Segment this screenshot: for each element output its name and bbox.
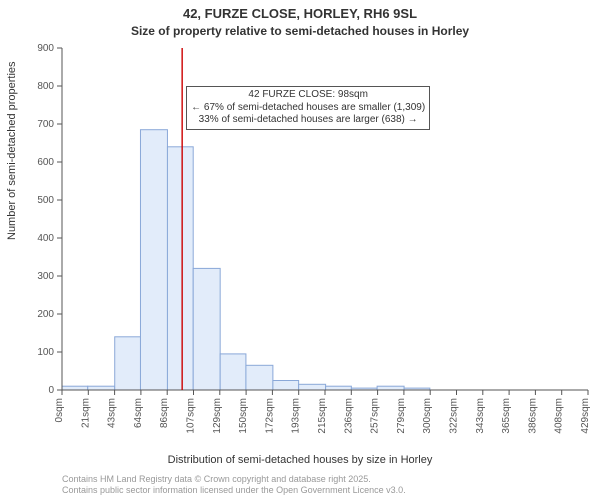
footnote-line-2: Contains public sector information licen… [62, 485, 406, 496]
svg-text:129sqm: 129sqm [212, 398, 223, 434]
reference-callout: 42 FURZE CLOSE: 98sqm ← 67% of semi-deta… [186, 86, 430, 130]
svg-text:343sqm: 343sqm [475, 398, 486, 434]
svg-text:429sqm: 429sqm [580, 398, 591, 434]
svg-text:600: 600 [37, 157, 54, 168]
svg-text:800: 800 [37, 81, 54, 92]
svg-text:21sqm: 21sqm [80, 398, 91, 428]
x-axis-label: Distribution of semi-detached houses by … [0, 454, 600, 466]
svg-text:279sqm: 279sqm [396, 398, 407, 434]
callout-line-title: 42 FURZE CLOSE: 98sqm [191, 89, 425, 102]
callout-line-larger: 33% of semi-detached houses are larger (… [191, 114, 425, 127]
svg-text:193sqm: 193sqm [291, 398, 302, 434]
callout-line-smaller: ← 67% of semi-detached houses are smalle… [191, 102, 425, 115]
svg-text:150sqm: 150sqm [238, 398, 249, 434]
svg-text:408sqm: 408sqm [554, 398, 565, 434]
svg-text:43sqm: 43sqm [107, 398, 118, 428]
svg-text:86sqm: 86sqm [159, 398, 170, 428]
svg-text:300sqm: 300sqm [422, 398, 433, 434]
svg-text:172sqm: 172sqm [264, 398, 275, 434]
svg-text:400: 400 [37, 233, 54, 244]
footnote-line-1: Contains HM Land Registry data © Crown c… [62, 474, 406, 485]
svg-text:900: 900 [37, 43, 54, 54]
svg-text:300: 300 [37, 271, 54, 282]
svg-text:200: 200 [37, 309, 54, 320]
svg-text:386sqm: 386sqm [527, 398, 538, 434]
svg-text:0sqm: 0sqm [54, 398, 65, 422]
chart-footnote: Contains HM Land Registry data © Crown c… [62, 474, 406, 497]
svg-text:236sqm: 236sqm [343, 398, 354, 434]
svg-text:257sqm: 257sqm [370, 398, 381, 434]
svg-text:365sqm: 365sqm [501, 398, 512, 434]
histogram-chart: 0 100 200 300 400 500 600 700 800 900 0sqm 21sqm 43s… [0, 0, 600, 500]
svg-text:700: 700 [37, 119, 54, 130]
svg-text:322sqm: 322sqm [449, 398, 460, 434]
svg-text:0: 0 [48, 385, 54, 396]
svg-text:107sqm: 107sqm [186, 398, 197, 434]
svg-text:64sqm: 64sqm [133, 398, 144, 428]
svg-text:215sqm: 215sqm [317, 398, 328, 434]
svg-text:100: 100 [37, 347, 54, 358]
svg-text:500: 500 [37, 195, 54, 206]
